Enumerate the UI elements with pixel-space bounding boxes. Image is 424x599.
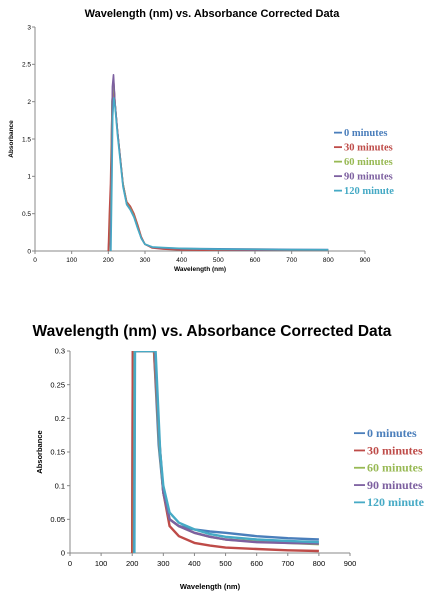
y-tick-label: 0.25 bbox=[50, 380, 65, 389]
y-tick-label: 1.5 bbox=[22, 136, 31, 143]
series-group bbox=[107, 74, 329, 251]
legend-label: 60 minutes bbox=[367, 461, 423, 475]
y-tick-label: 0.2 bbox=[55, 414, 65, 423]
y-axis-title: Absorbance bbox=[35, 430, 44, 473]
x-tick-label: 400 bbox=[188, 559, 201, 568]
x-tick-label: 200 bbox=[103, 257, 114, 264]
x-tick-label: 800 bbox=[313, 559, 326, 568]
y-tick-label: 0.3 bbox=[55, 347, 65, 356]
y-tick-label: 0.05 bbox=[50, 515, 65, 524]
chart-panel-overview: Wavelength (nm) vs. Absorbance Corrected… bbox=[0, 0, 424, 290]
x-tick-label: 300 bbox=[140, 257, 151, 264]
chart-panel-zoomed: Wavelength (nm) vs. Absorbance Corrected… bbox=[0, 306, 424, 599]
x-axis-title: Wavelength (nm) bbox=[174, 266, 226, 273]
y-tick-label: 0 bbox=[61, 549, 65, 558]
series-line-0-minutes bbox=[107, 82, 329, 251]
chart-zoomed-svg: 0 100 200 300 400 500 600 700 800 900 0 0.05 0.1 0.15… bbox=[35, 347, 424, 591]
x-tick-label: 500 bbox=[213, 257, 224, 264]
legend-label: 30 minutes bbox=[344, 143, 393, 154]
legend-label: 90 minutes bbox=[367, 478, 423, 492]
y-tick-label: 1 bbox=[27, 174, 31, 181]
y-tick-label: 0.1 bbox=[55, 481, 65, 490]
legend-label: 0 minutes bbox=[344, 128, 387, 139]
x-tick-label: 700 bbox=[286, 257, 297, 264]
series-line-120-minute bbox=[133, 351, 319, 553]
x-tick-label: 100 bbox=[66, 257, 77, 264]
x-axis-title: Wavelength (nm) bbox=[180, 582, 241, 591]
chart-overview-svg: 0 100 200 300 400 500 600 700 800 900 0 0.5 1 1.5 2 2.5… bbox=[8, 24, 394, 273]
x-tick-label: 800 bbox=[323, 257, 334, 264]
y-tick-label: 0.15 bbox=[50, 448, 65, 457]
y-tick-label: 0 bbox=[27, 248, 31, 255]
x-tick-label: 700 bbox=[282, 559, 295, 568]
series-line-120-minute bbox=[110, 97, 329, 251]
legend-label: 0 minutes bbox=[367, 426, 417, 440]
x-tick-label: 600 bbox=[250, 559, 263, 568]
legend-label: 90 minutes bbox=[344, 172, 393, 183]
y-tick-label: 2 bbox=[27, 99, 31, 106]
x-tick-label: 900 bbox=[344, 559, 357, 568]
x-tick-label: 0 bbox=[68, 559, 72, 568]
x-tick-label: 200 bbox=[126, 559, 139, 568]
legend-label: 30 minutes bbox=[367, 443, 423, 457]
x-tick-label: 900 bbox=[360, 257, 371, 264]
series-group bbox=[131, 351, 319, 553]
series-line-90-minutes bbox=[109, 74, 329, 251]
x-tick-label: 300 bbox=[157, 559, 170, 568]
chart-title: Wavelength (nm) vs. Absorbance Corrected… bbox=[84, 8, 340, 20]
x-tick-label: 0 bbox=[33, 257, 37, 264]
legend-label: 120 minute bbox=[344, 186, 394, 197]
legend-label: 120 minute bbox=[367, 495, 424, 509]
x-tick-label: 500 bbox=[219, 559, 232, 568]
y-tick-label: 0.5 bbox=[22, 211, 31, 218]
y-tick-label: 3 bbox=[27, 24, 31, 31]
x-tick-label: 400 bbox=[176, 257, 187, 264]
legend-label: 60 minutes bbox=[344, 157, 393, 168]
x-tick-label: 600 bbox=[250, 257, 261, 264]
y-tick-label: 2.5 bbox=[22, 62, 31, 69]
series-line-90-minutes bbox=[132, 351, 319, 553]
x-tick-label: 100 bbox=[95, 559, 108, 568]
series-line-60-minutes bbox=[109, 78, 329, 251]
y-axis-title: Absorbance bbox=[8, 120, 15, 158]
series-line-30-minutes bbox=[107, 78, 329, 251]
series-line-60-minutes bbox=[132, 351, 319, 553]
chart-title: Wavelength (nm) vs. Absorbance Corrected… bbox=[32, 323, 392, 340]
series-line-30-minutes bbox=[131, 351, 319, 553]
